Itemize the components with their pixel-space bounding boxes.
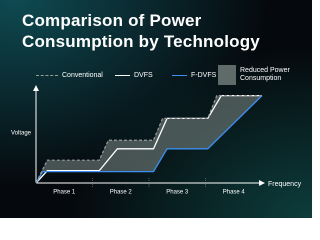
reduced-area	[36, 95, 262, 183]
legend-swatch	[115, 74, 130, 76]
y-axis-label: Voltage	[11, 131, 32, 137]
legend: Conventional DVFS F-DVFS Reduced Power Cons…	[36, 64, 306, 86]
infographic: Comparison of Power Consumption by Techn…	[0, 0, 312, 218]
chart: Voltage Frequency Phase 1 Phase 2 Phase 3 P…	[11, 85, 302, 196]
phase-label: Phase 1	[53, 190, 76, 196]
phase-label: Phase 2	[110, 190, 133, 196]
legend-item: Reduced Power Consumption	[218, 64, 302, 86]
legend-label: DVFS	[134, 71, 153, 79]
legend-label: Conventional	[62, 71, 103, 79]
legend-swatch	[218, 65, 236, 85]
legend-swatch	[36, 74, 58, 76]
legend-item: DVFS	[115, 64, 153, 86]
chart-title: Comparison of Power Consumption by Techn…	[22, 11, 260, 51]
x-axis-label: Frequency	[268, 181, 302, 188]
phase-label: Phase 3	[166, 190, 189, 196]
series-line	[35, 95, 263, 184]
legend-label: F-DVFS	[191, 71, 217, 79]
phase-label: Phase 4	[223, 190, 246, 196]
legend-item: F-DVFS	[172, 64, 216, 86]
series-line	[35, 94, 262, 184]
legend-label: Reduced Power Consumption	[240, 67, 290, 82]
series-line	[35, 95, 262, 184]
legend-item: Conventional	[36, 64, 103, 86]
legend-swatch	[172, 74, 187, 76]
page: html,body{margin:0;padding:0;} body{widt…	[0, 0, 312, 218]
